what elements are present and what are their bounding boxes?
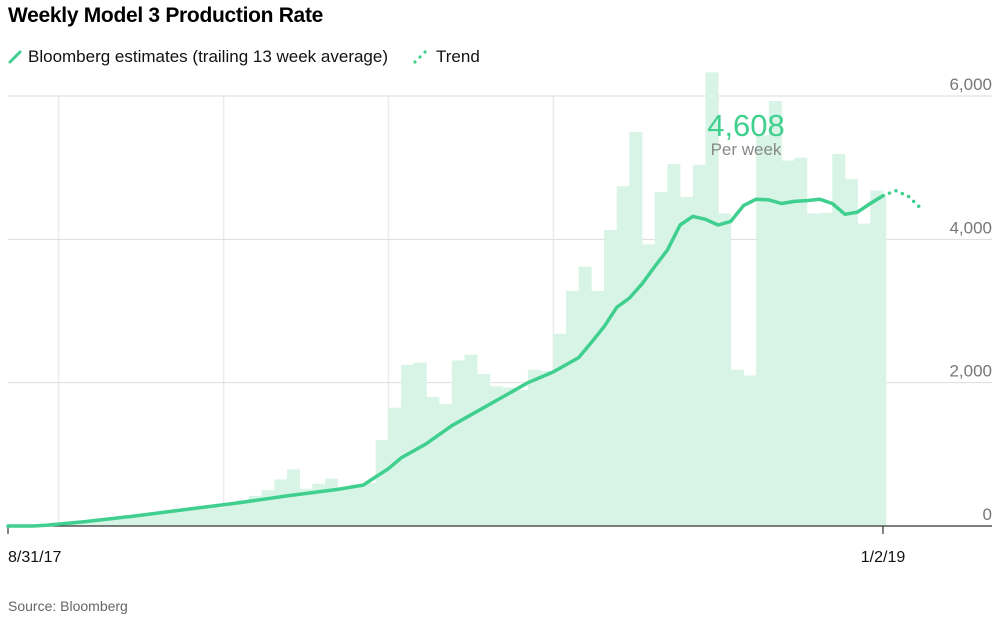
bar bbox=[642, 244, 656, 526]
bar bbox=[210, 507, 224, 526]
bar bbox=[248, 495, 262, 526]
bar bbox=[680, 197, 694, 527]
bar bbox=[286, 469, 300, 526]
series-line-estimates bbox=[6, 194, 885, 528]
bar bbox=[654, 192, 668, 527]
bar bbox=[768, 101, 782, 526]
y-tick-label: 2,000 bbox=[949, 362, 992, 381]
bar bbox=[375, 440, 389, 526]
y-tick-label: 4,000 bbox=[949, 218, 992, 237]
bar bbox=[527, 369, 541, 526]
x-tick-label: 1/2/19 bbox=[861, 549, 906, 566]
bar bbox=[312, 483, 326, 526]
bar bbox=[84, 520, 98, 526]
bar bbox=[413, 362, 427, 526]
bar bbox=[350, 484, 364, 526]
legend-label-trend: Trend bbox=[436, 47, 480, 66]
bar bbox=[819, 212, 833, 527]
bar bbox=[401, 364, 415, 526]
legend-dotted-line-icon bbox=[413, 50, 427, 64]
chart-title: Weekly Model 3 Production Rate bbox=[8, 4, 324, 27]
bar bbox=[515, 389, 529, 526]
legend-item-estimates: Bloomberg estimates (trailing 13 week av… bbox=[8, 47, 388, 67]
source-note: Source: Bloomberg bbox=[8, 598, 128, 614]
bar bbox=[96, 518, 110, 526]
legend-item-trend: Trend bbox=[412, 47, 480, 67]
bar bbox=[667, 164, 681, 526]
callout-value: 4,608 bbox=[707, 108, 785, 143]
legend: Bloomberg estimates (trailing 13 week av… bbox=[8, 47, 504, 67]
series-line-trend bbox=[881, 188, 923, 211]
bar bbox=[109, 517, 123, 526]
bar bbox=[122, 515, 136, 526]
bar bbox=[604, 230, 617, 526]
bar bbox=[756, 135, 770, 526]
bar bbox=[565, 290, 579, 526]
bar bbox=[705, 72, 719, 526]
bar bbox=[794, 157, 808, 526]
y-tick-label: 6,000 bbox=[949, 75, 992, 94]
bar bbox=[553, 333, 567, 526]
bar bbox=[160, 512, 174, 526]
bar bbox=[870, 190, 884, 526]
bar bbox=[743, 375, 757, 526]
legend-label-estimates: Bloomberg estimates (trailing 13 week av… bbox=[28, 47, 389, 66]
bar bbox=[325, 478, 339, 526]
bar bbox=[236, 500, 250, 526]
bar bbox=[71, 522, 85, 526]
callout-unit: Per week bbox=[711, 140, 782, 159]
bar bbox=[857, 223, 871, 527]
bar bbox=[274, 479, 288, 526]
x-tick-label: 8/31/17 bbox=[8, 549, 61, 566]
bar bbox=[692, 164, 706, 527]
bar bbox=[464, 354, 478, 526]
bar bbox=[261, 490, 275, 526]
bar bbox=[185, 508, 199, 526]
bar bbox=[147, 513, 161, 526]
legend-solid-line-icon bbox=[8, 50, 22, 64]
bar bbox=[844, 179, 858, 526]
bar bbox=[489, 386, 503, 526]
bar bbox=[502, 387, 516, 526]
bar bbox=[439, 404, 453, 526]
bar bbox=[299, 488, 313, 526]
bar bbox=[718, 213, 732, 527]
bar bbox=[363, 483, 377, 526]
bar bbox=[616, 186, 630, 527]
bar bbox=[730, 369, 744, 526]
bar bbox=[578, 266, 592, 526]
y-tick-label: 0 bbox=[983, 505, 992, 524]
bar bbox=[337, 487, 351, 526]
bar bbox=[629, 131, 643, 526]
bar bbox=[172, 510, 186, 526]
bar bbox=[883, 193, 887, 526]
bar bbox=[198, 508, 212, 526]
bar bbox=[591, 290, 605, 526]
bar bbox=[781, 160, 795, 526]
bar bbox=[426, 397, 440, 526]
bar bbox=[540, 371, 554, 526]
bar bbox=[477, 374, 491, 526]
bar bbox=[223, 503, 237, 526]
bar bbox=[806, 213, 820, 527]
bar bbox=[451, 360, 465, 526]
bar bbox=[832, 154, 846, 527]
bar bbox=[388, 407, 402, 526]
